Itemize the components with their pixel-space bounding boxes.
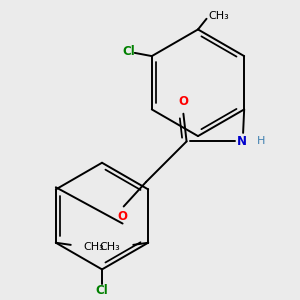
Text: CH₃: CH₃	[100, 242, 121, 252]
Text: Cl: Cl	[122, 45, 135, 58]
Text: CH₃: CH₃	[209, 11, 230, 21]
Text: CH₃: CH₃	[84, 242, 104, 252]
Text: Cl: Cl	[96, 284, 108, 297]
Text: O: O	[118, 210, 128, 223]
Text: N: N	[237, 135, 247, 148]
Text: O: O	[178, 95, 188, 109]
Text: H: H	[257, 136, 266, 146]
